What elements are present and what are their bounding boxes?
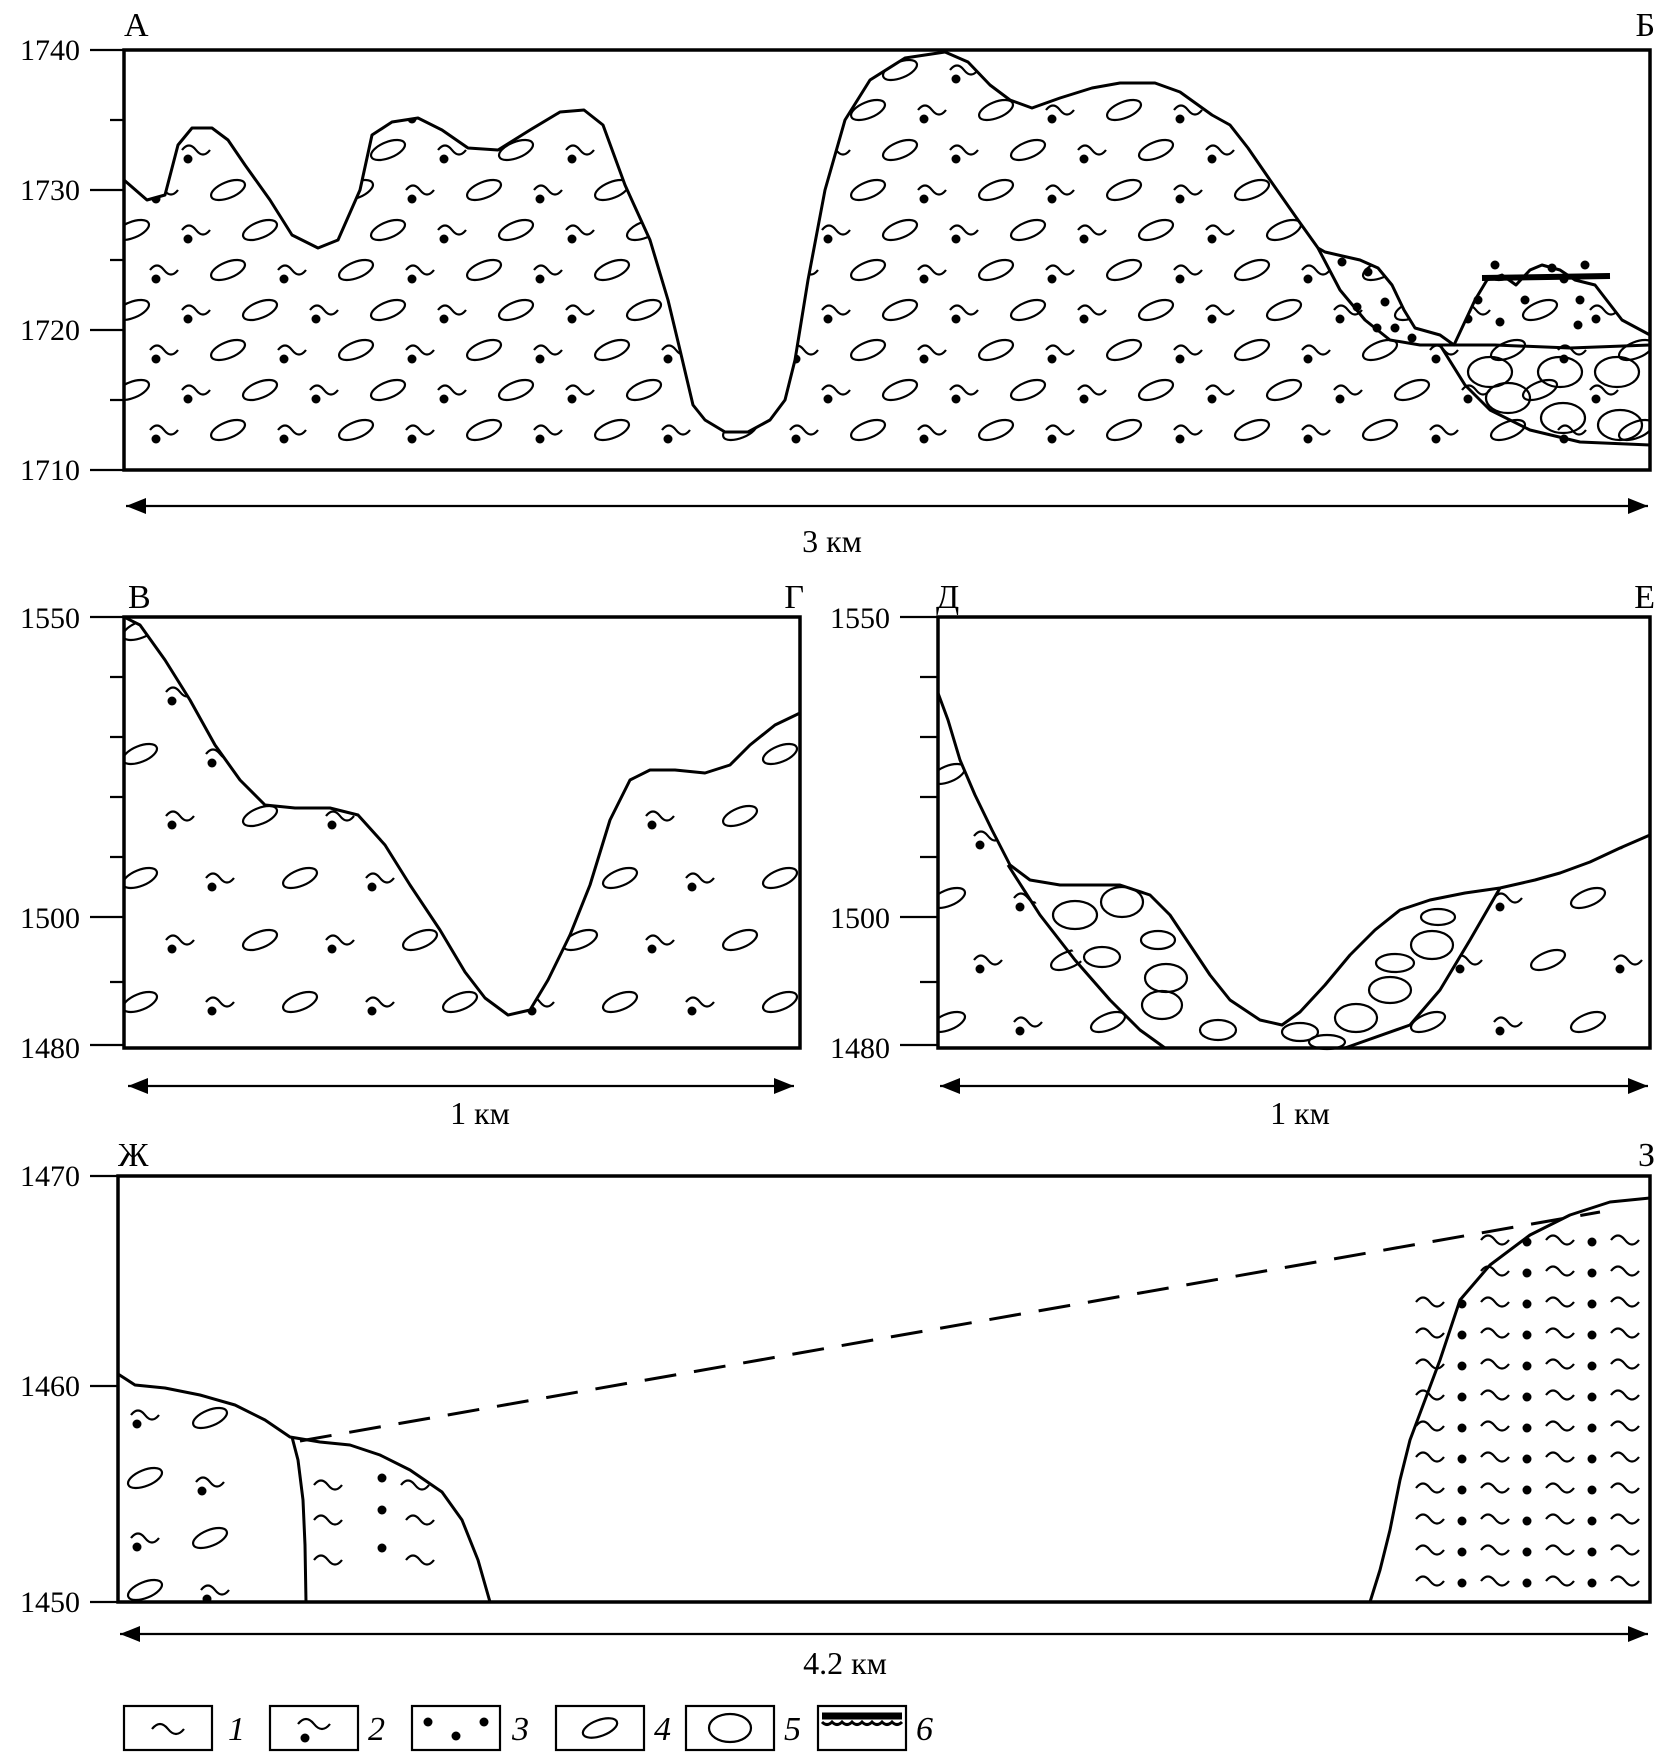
- section-frame: [936, 615, 1652, 1050]
- section-frame: [122, 615, 802, 1050]
- scale-label: 3 км: [802, 523, 862, 559]
- section-start-label: В: [128, 579, 151, 616]
- scale-bar: 4.2 км: [120, 1626, 1648, 1681]
- paleosol-layer: [1481, 273, 1611, 281]
- alluvium-left-contact: [1006, 864, 1166, 1050]
- sand-basement-contact: [1440, 343, 1651, 350]
- section-end-label: З: [1638, 1137, 1655, 1174]
- legend-item-1: 1: [122, 1704, 245, 1752]
- section-d-e: Д Е 1550 1500 1480: [830, 579, 1655, 1131]
- pebble-icon: [707, 1712, 753, 1744]
- bedrock-pattern: [124, 58, 1650, 444]
- legend-number: 1: [228, 1711, 245, 1748]
- legend-swatch-thick-line: [816, 1704, 908, 1752]
- elevation-axis: 1470 1460 1450: [20, 1160, 118, 1619]
- left-bedrock-pattern: [126, 1406, 230, 1604]
- legend-swatch-wave-dot: [268, 1704, 360, 1752]
- ground-surface: [936, 692, 1651, 1027]
- elevation-tick-label: 1550: [830, 602, 890, 635]
- section-v-g: В Г 1550 1500 1480 1 км: [20, 579, 804, 1131]
- scale-label: 1 км: [450, 1095, 510, 1131]
- elevation-tick-label: 1730: [20, 174, 80, 207]
- legend-item-6: 6: [816, 1704, 933, 1752]
- legend-swatch-large-ellipse: [684, 1704, 776, 1752]
- legend-item-3: 3: [410, 1704, 529, 1752]
- legend-item-4: 4: [554, 1704, 671, 1752]
- right-ground-surface: [1368, 1196, 1651, 1603]
- elevation-tick-label: 1480: [20, 1032, 80, 1065]
- coarse-deposit-pattern: [1466, 355, 1644, 442]
- section-end-label: Е: [1634, 579, 1655, 616]
- sand-deposit-dots: [1337, 257, 1590, 343]
- right-sand-pattern: [1415, 1234, 1640, 1588]
- elevation-tick-label: 1500: [830, 902, 890, 935]
- legend-number: 3: [511, 1711, 529, 1748]
- elevation-tick-label: 1720: [20, 314, 80, 347]
- scale-bar: 3 км: [126, 498, 1648, 559]
- elevation-axis: 1550 1500 1480: [830, 602, 938, 1065]
- wave-icon: [151, 1722, 185, 1736]
- section-start-label: Д: [936, 579, 959, 616]
- scale-bar: 1 км: [940, 1078, 1648, 1131]
- scale-bar: 1 км: [128, 1078, 794, 1131]
- legend-number: 2: [368, 1711, 385, 1748]
- elevation-tick-label: 1450: [20, 1586, 80, 1619]
- section-start-label: Ж: [118, 1137, 149, 1174]
- legend-number: 5: [784, 1711, 801, 1748]
- elevation-tick-label: 1470: [20, 1160, 80, 1193]
- left-contact: [290, 1436, 308, 1603]
- section-a-b: А Б 1740 1730 1720 1710: [20, 7, 1655, 559]
- ground-surface: [123, 50, 1651, 434]
- elevation-axis: 1740 1730 1720 1710: [20, 34, 124, 487]
- section-frame: [116, 1174, 1652, 1604]
- elevation-tick-label: 1460: [20, 1370, 80, 1403]
- legend-item-5: 5: [684, 1704, 801, 1752]
- paleosurface-dashed-line: [299, 1210, 1601, 1443]
- left-ground-surface: [117, 1372, 492, 1603]
- scale-label: 4.2 км: [803, 1645, 887, 1681]
- boulder-contact: [1438, 344, 1651, 447]
- legend-swatch-small-ellipse: [554, 1704, 646, 1752]
- legend-number: 4: [654, 1711, 671, 1748]
- elevation-axis: 1550 1500 1480: [20, 602, 124, 1065]
- legend-swatch-wave: [122, 1704, 214, 1752]
- alluvium-right-contact: [1344, 887, 1502, 1050]
- scale-label: 1 км: [1270, 1095, 1330, 1131]
- section-end-label: Б: [1635, 7, 1655, 44]
- bedrock-pattern: [124, 618, 799, 1016]
- sand-lens-contact: [1316, 247, 1440, 347]
- elevation-tick-label: 1480: [830, 1032, 890, 1065]
- elevation-tick-label: 1500: [20, 902, 80, 935]
- section-start-label: А: [124, 7, 149, 44]
- elevation-tick-label: 1710: [20, 454, 80, 487]
- bedrock-pattern: [938, 700, 1643, 1036]
- legend: 1 2 3 4 5 6: [122, 1704, 933, 1752]
- legend-item-2: 2: [268, 1704, 385, 1752]
- section-zh-z: Ж З 1470 1460 1450 4.2 км: [20, 1137, 1655, 1681]
- left-sand-pattern: [313, 1473, 435, 1566]
- wave-dot-icon: [297, 1717, 331, 1731]
- ellipse-icon: [581, 1717, 619, 1739]
- ground-surface: [123, 615, 801, 1017]
- dots-icon: [423, 1717, 433, 1727]
- legend-number: 6: [916, 1711, 933, 1748]
- elevation-tick-label: 1740: [20, 34, 80, 67]
- section-end-label: Г: [784, 579, 804, 616]
- elevation-tick-label: 1550: [20, 602, 80, 635]
- section-frame: [122, 48, 1652, 472]
- legend-swatch-dots: [410, 1704, 502, 1752]
- alluvium-pebbles: [1010, 870, 1500, 1051]
